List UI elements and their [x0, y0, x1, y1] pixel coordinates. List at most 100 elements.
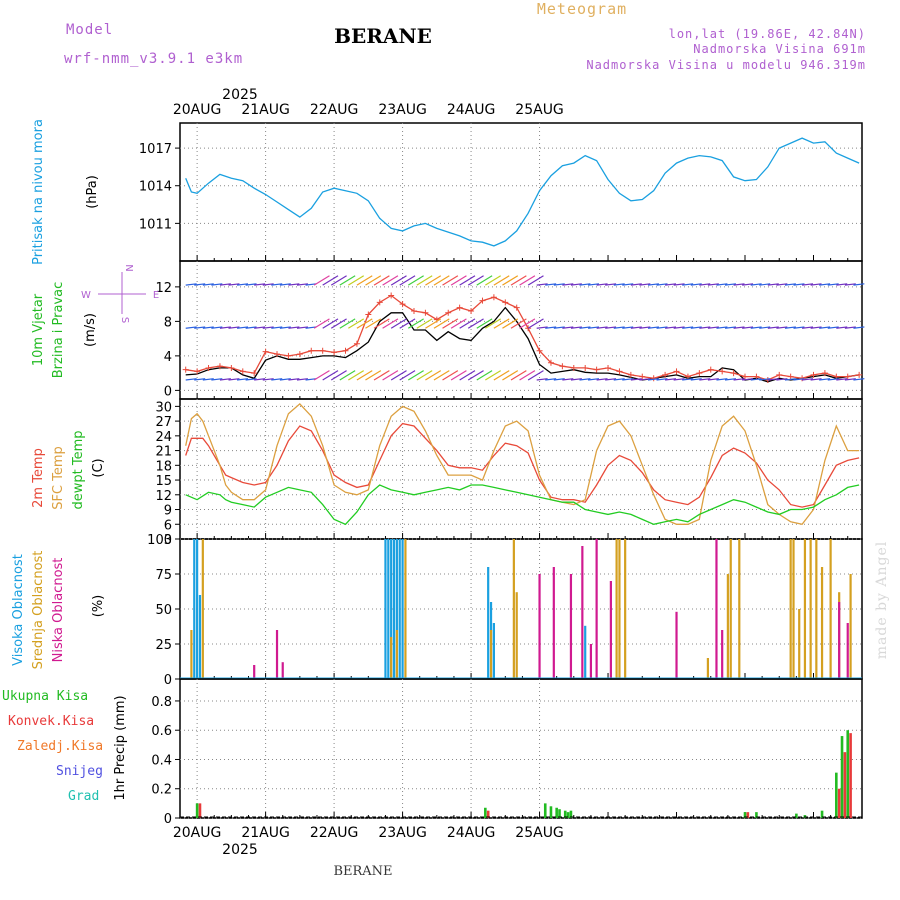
wind-barb [407, 370, 424, 381]
wind-barb [827, 326, 839, 329]
pressure-frame [179, 122, 863, 262]
wind-barb [211, 326, 223, 329]
wind-barb [699, 378, 711, 381]
wind-frame [179, 260, 863, 400]
series-bar [746, 812, 750, 818]
wind-barb [450, 370, 467, 381]
wind-barb [519, 370, 536, 381]
series-bar [589, 644, 593, 679]
gust-marker [285, 352, 292, 359]
wind-barb [262, 283, 274, 286]
wind-barb [288, 378, 300, 381]
top-day-label: 20AUG [173, 102, 222, 118]
bottom-day-labels: 20AUG 21AUG 22AUG 23AUG 24AUG 25AUG [173, 825, 564, 841]
series-bar [835, 772, 838, 818]
wind-barb [853, 378, 865, 381]
series-line [185, 403, 860, 526]
wind-barb [570, 326, 582, 329]
wind-barb [211, 283, 223, 286]
gust-marker [456, 304, 463, 311]
wind-barb [519, 318, 536, 329]
wind-barb [262, 326, 274, 329]
model-label: Model [66, 22, 113, 38]
precip-legend-conv: Konvek.Kisa [8, 714, 94, 729]
wind-barb [245, 283, 257, 286]
wind-barb [313, 275, 330, 286]
wind-barb [605, 326, 617, 329]
gust-marker [707, 366, 714, 373]
wind-barb [339, 275, 356, 286]
wind-barb [596, 326, 608, 329]
wind-barb [271, 283, 283, 286]
wind-barb [339, 318, 356, 329]
gust-marker [490, 294, 497, 301]
bottom-day-label: 20AUG [173, 825, 222, 841]
gust-marker [650, 375, 657, 382]
wind-barb [236, 283, 249, 286]
series-bar [392, 539, 396, 679]
wind-barb [288, 283, 300, 286]
footer-city: BERANE [333, 864, 392, 879]
wind-barb [271, 378, 283, 381]
series-bar [726, 574, 729, 679]
y-tick-label: 15 [155, 474, 172, 489]
city-title: BERANE [334, 24, 432, 48]
gust-marker [296, 351, 303, 358]
y-tick-label: 100 [147, 533, 172, 548]
y-tick-label: 24 [155, 430, 172, 445]
gust-marker [582, 364, 589, 371]
wind-barb [416, 275, 433, 286]
wind-barb [784, 378, 796, 381]
gust-marker [787, 373, 794, 380]
series-bar [489, 630, 493, 679]
wind-barb [682, 326, 694, 329]
compass-north: N [123, 264, 134, 271]
wind-barb [724, 378, 737, 381]
wind-barb [485, 370, 501, 381]
wind-barb [802, 378, 814, 381]
wind-barb [682, 283, 694, 286]
compass-icon: N S W E [81, 264, 159, 323]
gust-marker [684, 373, 691, 380]
wind-barb [587, 326, 600, 329]
wind-barb [570, 378, 582, 381]
top-day-label: 22AUG [310, 102, 359, 118]
wind-barb [399, 275, 416, 286]
series-line [185, 137, 860, 247]
series-bar [675, 611, 678, 679]
wind-barb [673, 378, 685, 381]
wind-barb [802, 326, 814, 329]
pressure-panel: 1011 1014 1017 [139, 122, 863, 262]
wind-barb [827, 283, 839, 286]
series-bar [609, 581, 612, 679]
gust-marker [776, 371, 783, 378]
wind-barb [245, 326, 257, 329]
series-bar [820, 567, 824, 679]
series-bar [486, 810, 490, 818]
series-bar [395, 539, 398, 679]
gust-marker [353, 340, 360, 347]
wind-barb [836, 283, 848, 286]
wind-barb [348, 318, 365, 329]
wind-barb [476, 275, 493, 286]
wind-barb [545, 283, 557, 286]
y-tick-label: 25 [155, 638, 172, 653]
y-tick-label: 0.2 [151, 783, 172, 798]
series-bar [512, 539, 515, 679]
wind-barb [853, 283, 865, 286]
gust-marker [319, 347, 326, 354]
y-tick-label: 27 [155, 415, 172, 430]
gust-marker [194, 368, 201, 375]
cloud-titles: Visoka Oblacnost Srednja Oblacnost Niska… [11, 551, 106, 670]
wind-barb [459, 318, 476, 329]
series-bar [738, 539, 741, 679]
wind-barb [485, 318, 501, 329]
wind-barb [254, 283, 266, 286]
wind-barb [784, 283, 796, 286]
y-tick-label: 0.8 [151, 695, 172, 710]
wind-barb [750, 283, 762, 286]
bottom-year-label: 2025 [222, 842, 258, 858]
series-bar [820, 810, 824, 818]
wind-barb [707, 378, 719, 381]
wind-barb [339, 370, 356, 381]
